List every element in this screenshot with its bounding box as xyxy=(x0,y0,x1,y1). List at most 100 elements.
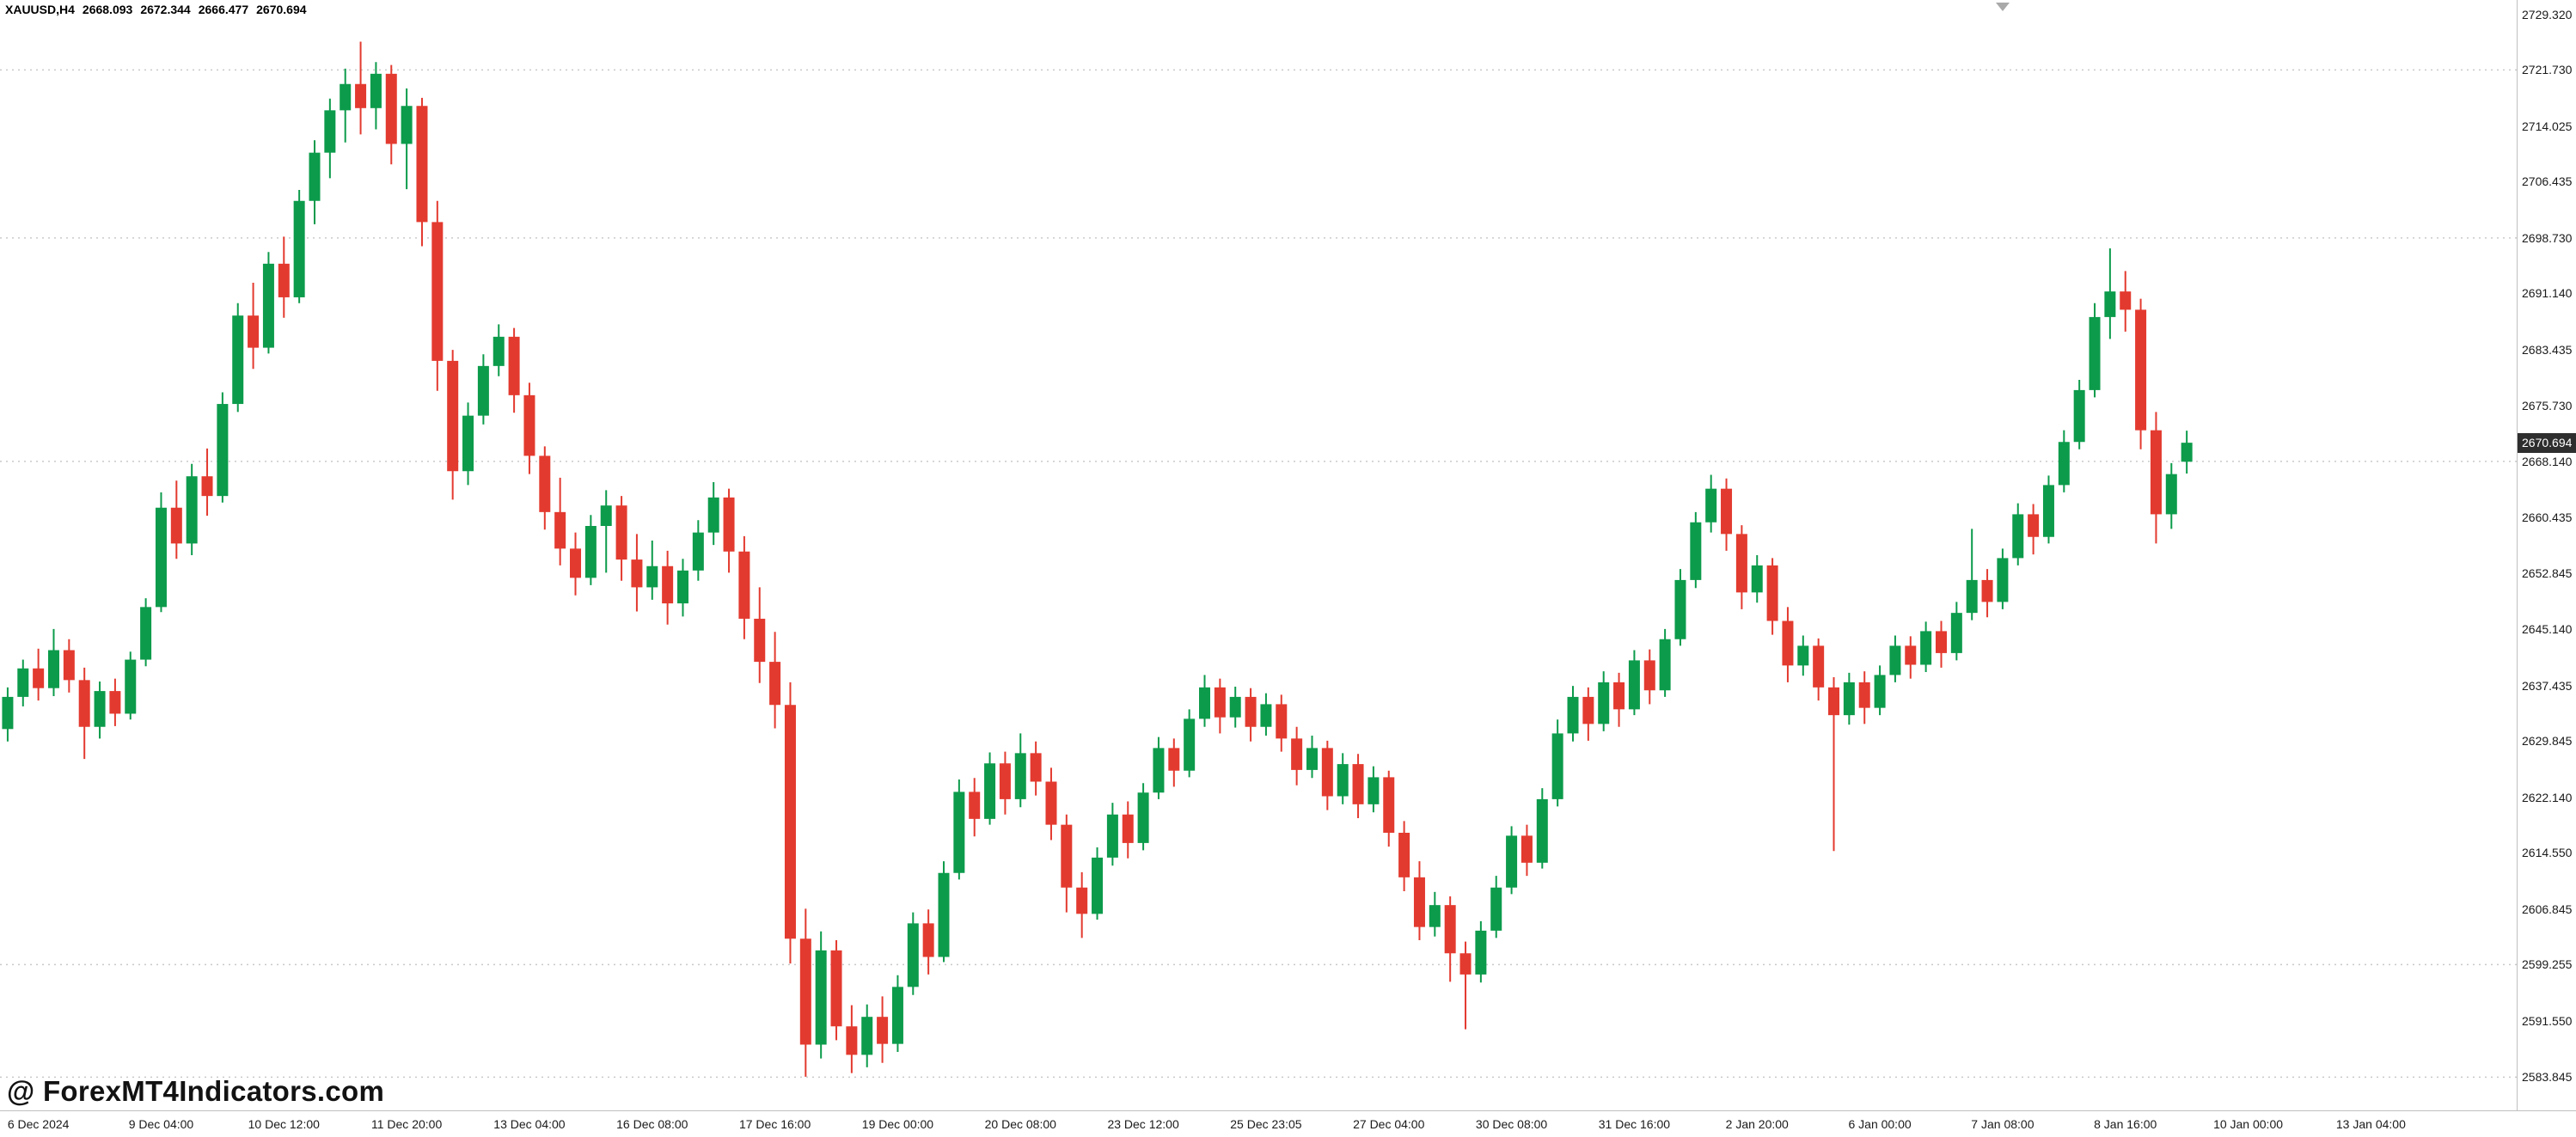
price-label: 2683.435 xyxy=(2522,342,2573,357)
candle xyxy=(1628,650,1640,716)
candle xyxy=(1874,665,1886,716)
price-label: 2645.140 xyxy=(2522,622,2573,637)
candle xyxy=(1014,733,1026,808)
candle xyxy=(1889,635,1901,682)
candle xyxy=(2165,462,2177,529)
candle xyxy=(447,350,459,500)
quote-close: 2670.694 xyxy=(256,3,307,16)
candle xyxy=(1045,767,1057,841)
candle xyxy=(1092,847,1104,920)
candle xyxy=(692,520,704,581)
candle xyxy=(784,682,796,964)
candle xyxy=(1444,896,1456,982)
candle xyxy=(401,88,413,190)
candle xyxy=(1843,672,1855,725)
candle xyxy=(676,559,688,617)
price-label: 2629.845 xyxy=(2522,734,2573,749)
candle xyxy=(2028,504,2040,555)
time-label: 13 Dec 04:00 xyxy=(493,1117,566,1131)
candle xyxy=(1291,726,1303,786)
candle xyxy=(1321,740,1333,810)
candle xyxy=(1567,686,1579,742)
time-label: 16 Dec 08:00 xyxy=(616,1117,688,1131)
candle xyxy=(1168,738,1180,787)
candle xyxy=(1383,770,1395,847)
candle xyxy=(1536,788,1548,869)
price-label: 2721.730 xyxy=(2522,63,2573,77)
candle xyxy=(508,327,520,413)
price-label: 2660.435 xyxy=(2522,510,2573,525)
time-axis[interactable]: 6 Dec 2024 9 Dec 04:00 10 Dec 12:00 11 Dec … xyxy=(0,1110,2576,1137)
candle xyxy=(1705,474,1717,533)
candle xyxy=(707,482,719,546)
candle xyxy=(1643,649,1655,705)
candle xyxy=(1199,675,1211,727)
candle xyxy=(1766,558,1778,635)
candle xyxy=(662,550,674,625)
candle xyxy=(170,480,182,559)
candle xyxy=(1613,672,1625,727)
price-label: 2698.730 xyxy=(2522,230,2573,245)
candle xyxy=(1920,621,1932,672)
candle xyxy=(1106,803,1118,866)
candle xyxy=(94,682,106,739)
candle xyxy=(877,996,889,1063)
quote-open: 2668.093 xyxy=(82,3,133,16)
time-label: 27 Dec 04:00 xyxy=(1353,1117,1425,1131)
candle xyxy=(2089,303,2101,398)
time-label: 11 Dec 20:00 xyxy=(370,1117,443,1131)
time-label: 2 Jan 20:00 xyxy=(1725,1117,1789,1131)
candle xyxy=(1030,741,1042,796)
price-label: 2668.140 xyxy=(2522,454,2573,468)
price-label: 2729.320 xyxy=(2522,7,2573,21)
candlestick-canvas[interactable] xyxy=(0,0,2517,1110)
candle xyxy=(523,382,535,474)
chart-plot[interactable]: XAUUSD,H4 2668.093 2672.344 2666.477 2670.69… xyxy=(0,0,2517,1110)
candle xyxy=(186,463,198,555)
candle xyxy=(1506,826,1518,895)
candle xyxy=(1352,754,1364,818)
candle xyxy=(1797,635,1809,676)
candle xyxy=(1751,555,1763,603)
candle xyxy=(1260,693,1272,736)
candle xyxy=(17,659,29,706)
time-label: 9 Dec 04:00 xyxy=(128,1117,194,1131)
candle xyxy=(891,975,903,1052)
candle xyxy=(1429,891,1441,937)
candle xyxy=(1690,511,1702,589)
candle xyxy=(631,534,643,612)
chart-shift-marker[interactable] xyxy=(1996,3,2010,11)
candle xyxy=(1935,620,1947,668)
price-axis[interactable]: 2670.694 2729.320 2721.730 2714.025 2706.43… xyxy=(2517,0,2576,1110)
candle xyxy=(477,354,489,425)
candle xyxy=(1582,687,1594,741)
candle xyxy=(2135,298,2147,449)
time-label: 17 Dec 16:00 xyxy=(738,1117,811,1131)
candle xyxy=(907,912,919,995)
candle xyxy=(1413,861,1425,940)
price-label: 2599.255 xyxy=(2522,957,2573,972)
candle xyxy=(462,402,474,486)
quote-symbol: XAUUSD,H4 xyxy=(5,3,75,16)
candle xyxy=(1122,801,1134,859)
price-label: 2637.435 xyxy=(2522,678,2573,693)
candle xyxy=(2104,248,2116,339)
candle xyxy=(248,282,260,370)
candle xyxy=(125,651,137,720)
candle xyxy=(47,628,59,697)
quote-high: 2672.344 xyxy=(140,3,191,16)
candle xyxy=(1674,569,1686,646)
candle xyxy=(799,908,811,1077)
time-label: 31 Dec 16:00 xyxy=(1598,1117,1671,1131)
candle xyxy=(969,778,981,837)
time-label: 10 Jan 00:00 xyxy=(2213,1117,2284,1131)
price-label: 2622.140 xyxy=(2522,790,2573,804)
candle xyxy=(922,909,934,975)
candle xyxy=(554,477,566,565)
candle xyxy=(2073,380,2085,449)
candle xyxy=(309,140,321,224)
candle xyxy=(1521,824,1533,877)
candle xyxy=(1551,719,1563,807)
candle xyxy=(416,97,428,247)
candle xyxy=(1306,735,1318,779)
